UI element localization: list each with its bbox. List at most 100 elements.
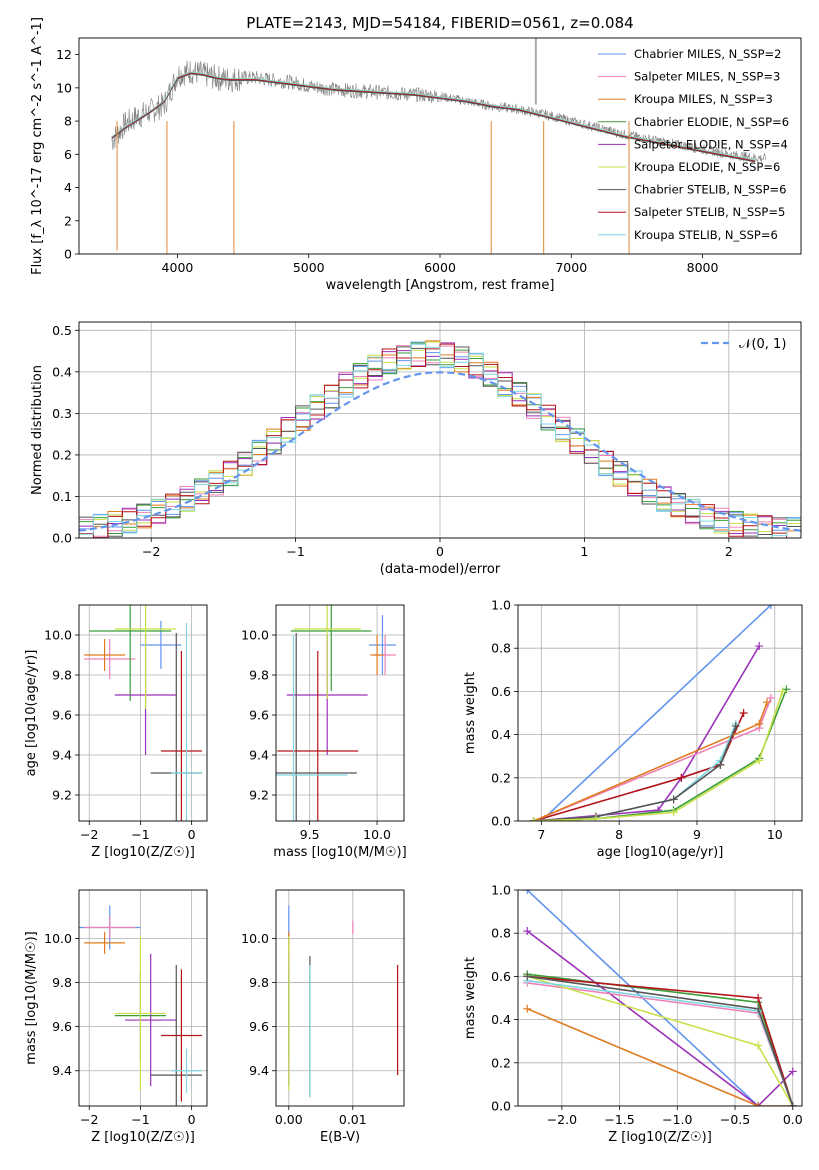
- plus-marker: [523, 972, 532, 981]
- massweight-line: [527, 973, 794, 1106]
- massweight-line: [526, 1008, 793, 1106]
- plus-marker: [754, 1004, 763, 1013]
- x-tick-label: 6000: [424, 260, 456, 275]
- y-tick-label: 9.6: [52, 708, 72, 723]
- x-tick-label: 10.0: [363, 827, 391, 842]
- axes-frame: [78, 604, 208, 822]
- x-tick-label: −0.5: [720, 1112, 750, 1127]
- y-tick-label: 0.6: [491, 684, 511, 699]
- plot-area: [276, 605, 404, 821]
- x-tick-label: −2.0: [547, 1112, 577, 1127]
- y-tick-label: 0.8: [491, 926, 511, 941]
- y-tick-label: 6: [64, 147, 72, 162]
- y-tick-label: 0.5: [52, 323, 72, 338]
- y-tick-label: 9.4: [52, 1063, 72, 1078]
- legend-label: Chabrier ELODIE, N_SSP=6: [634, 115, 789, 129]
- y-tick-label: 8: [64, 114, 72, 129]
- y-tick-label: 0.2: [491, 770, 511, 785]
- figure-title: PLATE=2143, MJD=54184, FIBERID=0561, z=0…: [246, 14, 633, 32]
- plus-marker: [523, 927, 532, 936]
- histogram-step: [79, 343, 801, 538]
- y-tick-label: 9.2: [249, 788, 269, 803]
- plot-area: [518, 605, 802, 821]
- y-axis-label: Flux [f_λ 10^-17 erg cm^-2 s^-1 A^-1]: [30, 17, 45, 275]
- y-tick-label: 9.4: [52, 748, 72, 763]
- plus-marker: [523, 1004, 532, 1013]
- y-tick-label: 0.3: [52, 406, 72, 421]
- plus-marker: [677, 773, 686, 782]
- y-tick-label: 0.0: [491, 814, 511, 829]
- spectrum-data-line: [111, 60, 766, 163]
- plot-area: [79, 322, 801, 538]
- x-axis-label: wavelength [Angstrom, rest frame]: [326, 278, 555, 293]
- x-tick-label: −2: [142, 544, 160, 559]
- x-tick-label: 0.01: [339, 1112, 367, 1127]
- plus-marker: [523, 890, 532, 894]
- model-line: [111, 71, 756, 161]
- y-tick-label: 10.0: [44, 628, 72, 643]
- y-tick-label: 0.4: [491, 1012, 511, 1027]
- x-tick-label: −1: [131, 827, 149, 842]
- y-axis-label: mass [log10(M/M☉)]: [24, 931, 39, 1064]
- plus-marker: [782, 685, 791, 694]
- y-tick-label: 10: [56, 80, 72, 95]
- y-tick-label: 0.2: [52, 447, 72, 462]
- y-tick-label: 9.8: [249, 975, 269, 990]
- legend-label: Kroupa MILES, N_SSP=3: [634, 92, 773, 106]
- y-tick-label: 9.4: [249, 748, 269, 763]
- legend-label: Salpeter ELODIE, N_SSP=4: [634, 137, 788, 151]
- x-tick-label: −1: [286, 544, 304, 559]
- x-tick-label: 7: [537, 827, 545, 842]
- plus-marker: [529, 817, 538, 821]
- axes-frame: [78, 889, 208, 1107]
- age-vs-Z-panel: 9.2 9.4 9.6 9.8 10.0 −2 −1 0 Z [log10(Z/Z☉)] age …: [24, 604, 208, 860]
- y-tick-label: 9.4: [249, 1063, 269, 1078]
- model-line: [111, 72, 756, 162]
- model-line: [111, 73, 756, 163]
- x-tick-label: 0: [436, 544, 444, 559]
- plus-marker: [755, 719, 764, 728]
- y-tick-label: 1.0: [491, 598, 511, 613]
- age-vs-mass-panel: 9.2 9.4 9.6 9.8 10.0 9.5 10.0 mass [log10(M/M☉)…: [241, 604, 407, 860]
- legend-label: Chabrier STELIB, N_SSP=6: [634, 183, 786, 197]
- plot-area: [276, 890, 404, 1106]
- legend-label: 𝒩(0, 1): [739, 337, 786, 352]
- axes-frame: [78, 321, 802, 539]
- y-tick-label: 9.8: [249, 668, 269, 683]
- y-axis-label: age [log10(age/yr)]: [24, 650, 39, 777]
- x-tick-label: 4000: [162, 260, 194, 275]
- axes-frame: [517, 889, 803, 1107]
- massweight-line: [533, 645, 760, 821]
- plus-marker: [731, 721, 740, 730]
- y-tick-label: 0.2: [491, 1055, 511, 1070]
- x-tick-label: 0: [188, 827, 196, 842]
- mass-vs-Z-panel: 9.4 9.6 9.8 10.0 −2 −1 0 Z [log10(Z/Z☉)] mass [l…: [24, 889, 208, 1145]
- plus-marker: [739, 709, 748, 717]
- massweight-line: [526, 930, 794, 1106]
- plot-area: [79, 605, 207, 821]
- y-tick-label: 2: [64, 213, 72, 228]
- massweight-line: [533, 701, 768, 821]
- legend-label: Salpeter MILES, N_SSP=3: [634, 70, 780, 84]
- x-tick-label: −1.5: [604, 1112, 634, 1127]
- massweight-vs-Z-panel: 0.0 0.2 0.4 0.6 0.8 1.0 −2.0 −1.5 −1.0 −0.5 0.0 Z […: [463, 883, 803, 1146]
- axes-frame: [275, 604, 405, 822]
- x-tick-label: −2: [80, 827, 98, 842]
- x-tick-label: 7000: [555, 260, 587, 275]
- plot-area: [111, 38, 766, 254]
- plus-marker: [788, 1067, 797, 1076]
- x-axis-label: Z [log10(Z/Z☉)]: [91, 1130, 195, 1145]
- plus-marker: [766, 693, 775, 702]
- massweight-line: [540, 605, 772, 821]
- plus-marker: [654, 806, 663, 815]
- plot-area: [79, 890, 207, 1106]
- massweight-vs-age-panel: 0.0 0.2 0.4 0.6 0.8 1.0 7 8 9 10 age [log10(age/yr…: [463, 598, 803, 860]
- y-tick-label: 10.0: [241, 931, 269, 946]
- plus-marker: [762, 698, 771, 707]
- y-tick-label: 0.6: [491, 969, 511, 984]
- plus-marker: [669, 808, 678, 817]
- histogram-step: [79, 343, 788, 538]
- y-tick-label: 0.4: [491, 727, 511, 742]
- x-tick-label: 8000: [687, 260, 719, 275]
